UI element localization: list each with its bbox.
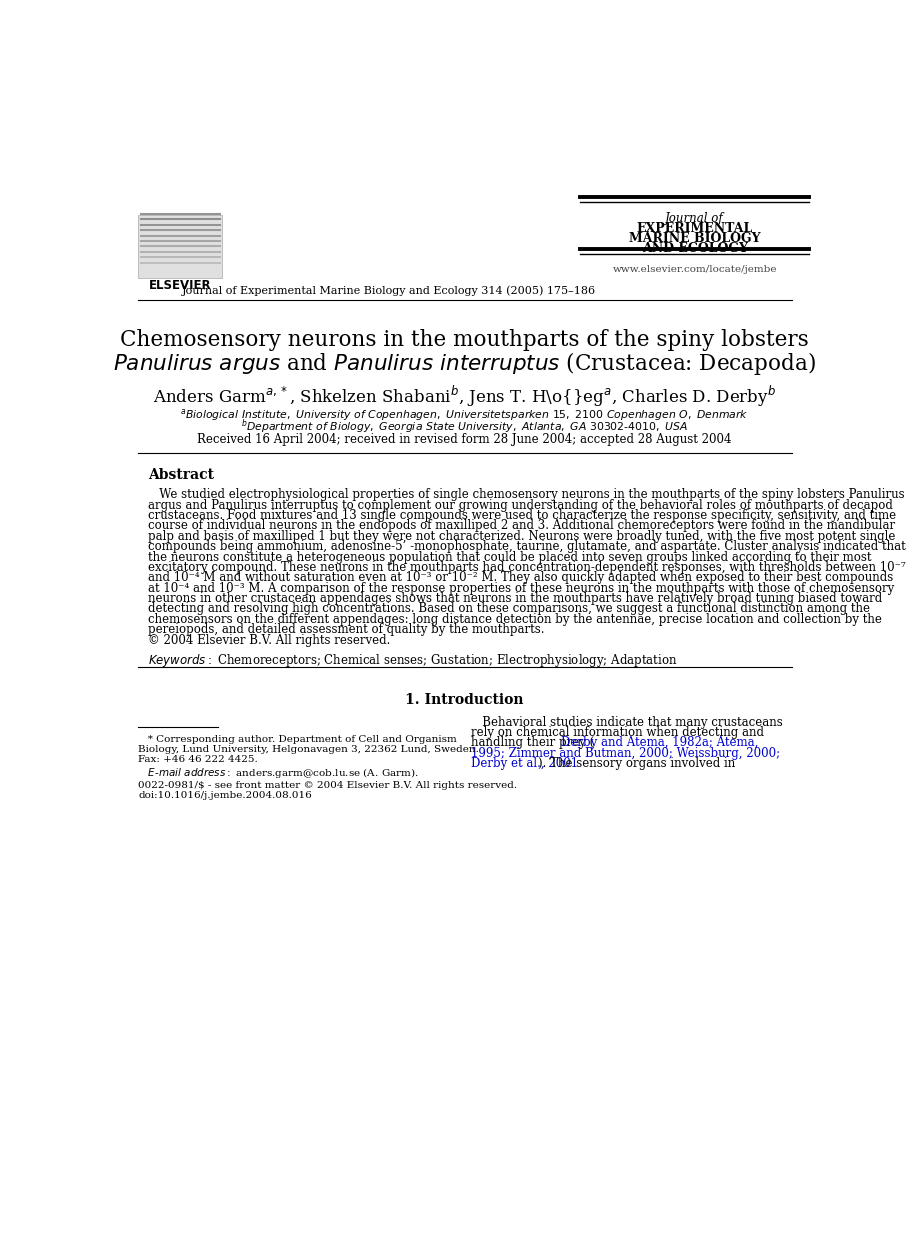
Bar — [138, 214, 222, 277]
Text: crustaceans. Food mixtures and 13 single compounds were used to characterize the: crustaceans. Food mixtures and 13 single… — [148, 509, 896, 522]
Text: Fax: +46 46 222 4425.: Fax: +46 46 222 4425. — [138, 755, 258, 764]
Text: $^{a}$$\it{Biological\ Institute,\ University\ of\ Copenhagen,\ Universitetspark: $^{a}$$\it{Biological\ Institute,\ Unive… — [180, 406, 748, 422]
Text: www.elsevier.com/locate/jembe: www.elsevier.com/locate/jembe — [612, 265, 777, 274]
Text: $\it{E\text{-}mail\ address:}$ anders.garm@cob.lu.se (A. Garm).: $\it{E\text{-}mail\ address:}$ anders.ga… — [138, 766, 419, 780]
Text: Journal of Experimental Marine Biology and Ecology 314 (2005) 175–186: Journal of Experimental Marine Biology a… — [181, 286, 596, 296]
Text: Anders Garm$^{a,*}$, Shkelzen Shabani$^{b}$, Jens T. H\o{}eg$^{a}$, Charles D. D: Anders Garm$^{a,*}$, Shkelzen Shabani$^{… — [153, 384, 775, 409]
Text: $\mathit{Panulirus\ argus}$ and $\mathit{Panulirus\ interruptus}$ (Crustacea: De: $\mathit{Panulirus\ argus}$ and $\mathit… — [113, 350, 816, 378]
Text: detecting and resolving high concentrations. Based on these comparisons, we sugg: detecting and resolving high concentrati… — [148, 603, 870, 615]
Text: $^{b}$$\it{Department\ of\ Biology,\ Georgia\ State\ University,\ Atlanta,\ GA\ : $^{b}$$\it{Department\ of\ Biology,\ Geo… — [241, 417, 688, 436]
Text: course of individual neurons in the endopods of maxilliped 2 and 3. Additional c: course of individual neurons in the endo… — [148, 519, 895, 532]
Text: We studied electrophysiological properties of single chemosensory neurons in the: We studied electrophysiological properti… — [148, 488, 905, 501]
Text: © 2004 Elsevier B.V. All rights reserved.: © 2004 Elsevier B.V. All rights reserved… — [148, 634, 391, 646]
Text: and 10⁻⁴ M and without saturation even at 10⁻³ or 10⁻² M. They also quickly adap: and 10⁻⁴ M and without saturation even a… — [148, 571, 893, 584]
Text: compounds being ammonium, adenosine-5’ -monophosphate, taurine, glutamate, and a: compounds being ammonium, adenosine-5’ -… — [148, 540, 906, 553]
Text: 1995; Zimmer and Butman, 2000; Weissburg, 2000;: 1995; Zimmer and Butman, 2000; Weissburg… — [472, 747, 781, 760]
Text: argus and Panulirus interruptus to complement our growing understanding of the b: argus and Panulirus interruptus to compl… — [148, 499, 893, 511]
Text: excitatory compound. These neurons in the mouthparts had concentration-dependent: excitatory compound. These neurons in th… — [148, 561, 906, 574]
Text: Chemosensory neurons in the mouthparts of the spiny lobsters: Chemosensory neurons in the mouthparts o… — [120, 329, 809, 350]
Text: rely on chemical information when detecting and: rely on chemical information when detect… — [472, 725, 765, 739]
Text: Behavioral studies indicate that many crustaceans: Behavioral studies indicate that many cr… — [472, 716, 783, 729]
Text: Abstract: Abstract — [148, 468, 214, 482]
Text: palp and basis of maxilliped 1 but they were not characterized. Neurons were bro: palp and basis of maxilliped 1 but they … — [148, 530, 895, 542]
Text: * Corresponding author. Department of Cell and Organism: * Corresponding author. Department of Ce… — [138, 735, 457, 744]
Text: doi:10.1016/j.jembe.2004.08.016: doi:10.1016/j.jembe.2004.08.016 — [138, 791, 312, 800]
Text: ). The sensory organs involved in: ). The sensory organs involved in — [538, 758, 736, 770]
Text: chemosensors on the different appendages: long distance detection by the antenna: chemosensors on the different appendages… — [148, 613, 883, 626]
Text: AND ECOLOGY: AND ECOLOGY — [641, 241, 747, 255]
Text: 1. Introduction: 1. Introduction — [405, 692, 523, 707]
Text: EXPERIMENTAL: EXPERIMENTAL — [637, 222, 753, 235]
Text: Received 16 April 2004; received in revised form 28 June 2004; accepted 28 Augus: Received 16 April 2004; received in revi… — [197, 433, 732, 447]
Text: 0022-0981/$ - see front matter © 2004 Elsevier B.V. All rights reserved.: 0022-0981/$ - see front matter © 2004 El… — [138, 781, 517, 790]
Text: MARINE BIOLOGY: MARINE BIOLOGY — [629, 232, 760, 245]
Text: neurons in other crustacean appendages shows that neurons in the mouthparts have: neurons in other crustacean appendages s… — [148, 592, 883, 605]
Text: pereiopods, and detailed assessment of quality by the mouthparts.: pereiopods, and detailed assessment of q… — [148, 623, 545, 636]
Text: at 10⁻⁴ and 10⁻³ M. A comparison of the response properties of these neurons in : at 10⁻⁴ and 10⁻³ M. A comparison of the … — [148, 582, 894, 594]
Text: handling their prey (: handling their prey ( — [472, 737, 595, 749]
Text: Derby et al., 2001: Derby et al., 2001 — [472, 758, 579, 770]
Text: ELSEVIER: ELSEVIER — [149, 280, 211, 292]
Text: Journal of: Journal of — [665, 212, 724, 225]
Text: Derby and Atema, 1982a; Atema,: Derby and Atema, 1982a; Atema, — [561, 737, 758, 749]
Text: Biology, Lund University, Helgonavagen 3, 22362 Lund, Sweden.: Biology, Lund University, Helgonavagen 3… — [138, 745, 479, 754]
Text: $\it{Keywords:}$ Chemoreceptors; Chemical senses; Gustation; Electrophysiology; : $\it{Keywords:}$ Chemoreceptors; Chemica… — [148, 651, 678, 669]
Text: the neurons constitute a heterogeneous population that could be placed into seve: the neurons constitute a heterogeneous p… — [148, 551, 872, 563]
